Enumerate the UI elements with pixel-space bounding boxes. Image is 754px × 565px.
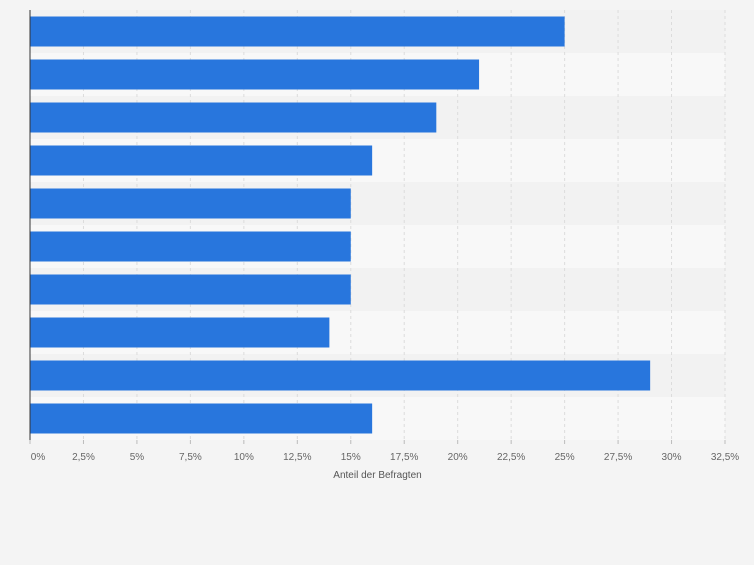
x-tick-label: 25% — [555, 452, 575, 463]
x-tick-label: 0% — [31, 452, 46, 463]
x-tick-label: 27,5% — [604, 452, 632, 463]
x-axis-label: Anteil der Befragten — [333, 470, 421, 481]
x-tick-label: 2,5% — [72, 452, 95, 463]
bars — [30, 16, 651, 434]
x-tick-label: 12,5% — [283, 452, 311, 463]
x-tick-label: 22,5% — [497, 452, 525, 463]
x-tick-label: 32,5% — [711, 452, 739, 463]
bar[interactable] — [30, 188, 351, 219]
bar[interactable] — [30, 59, 480, 90]
x-tick-label: 10% — [234, 452, 254, 463]
bar[interactable] — [30, 231, 351, 262]
bar[interactable] — [30, 360, 651, 391]
x-tick-label: 17,5% — [390, 452, 418, 463]
bar[interactable] — [30, 317, 330, 348]
x-tick-label: 7,5% — [179, 452, 202, 463]
x-tick-label: 5% — [130, 452, 145, 463]
x-tick-label: 20% — [448, 452, 468, 463]
x-tick-label: 15% — [341, 452, 361, 463]
bar[interactable] — [30, 102, 437, 133]
bar[interactable] — [30, 16, 565, 47]
bar[interactable] — [30, 145, 373, 176]
bar[interactable] — [30, 274, 351, 305]
x-tick-label: 30% — [662, 452, 682, 463]
x-tick-labels: 0% 2,5% 5% 7,5% 10% 12,5% 15% 17,5% 20% 22,5% 25% 2… — [29, 440, 739, 463]
bar[interactable] — [30, 403, 373, 434]
